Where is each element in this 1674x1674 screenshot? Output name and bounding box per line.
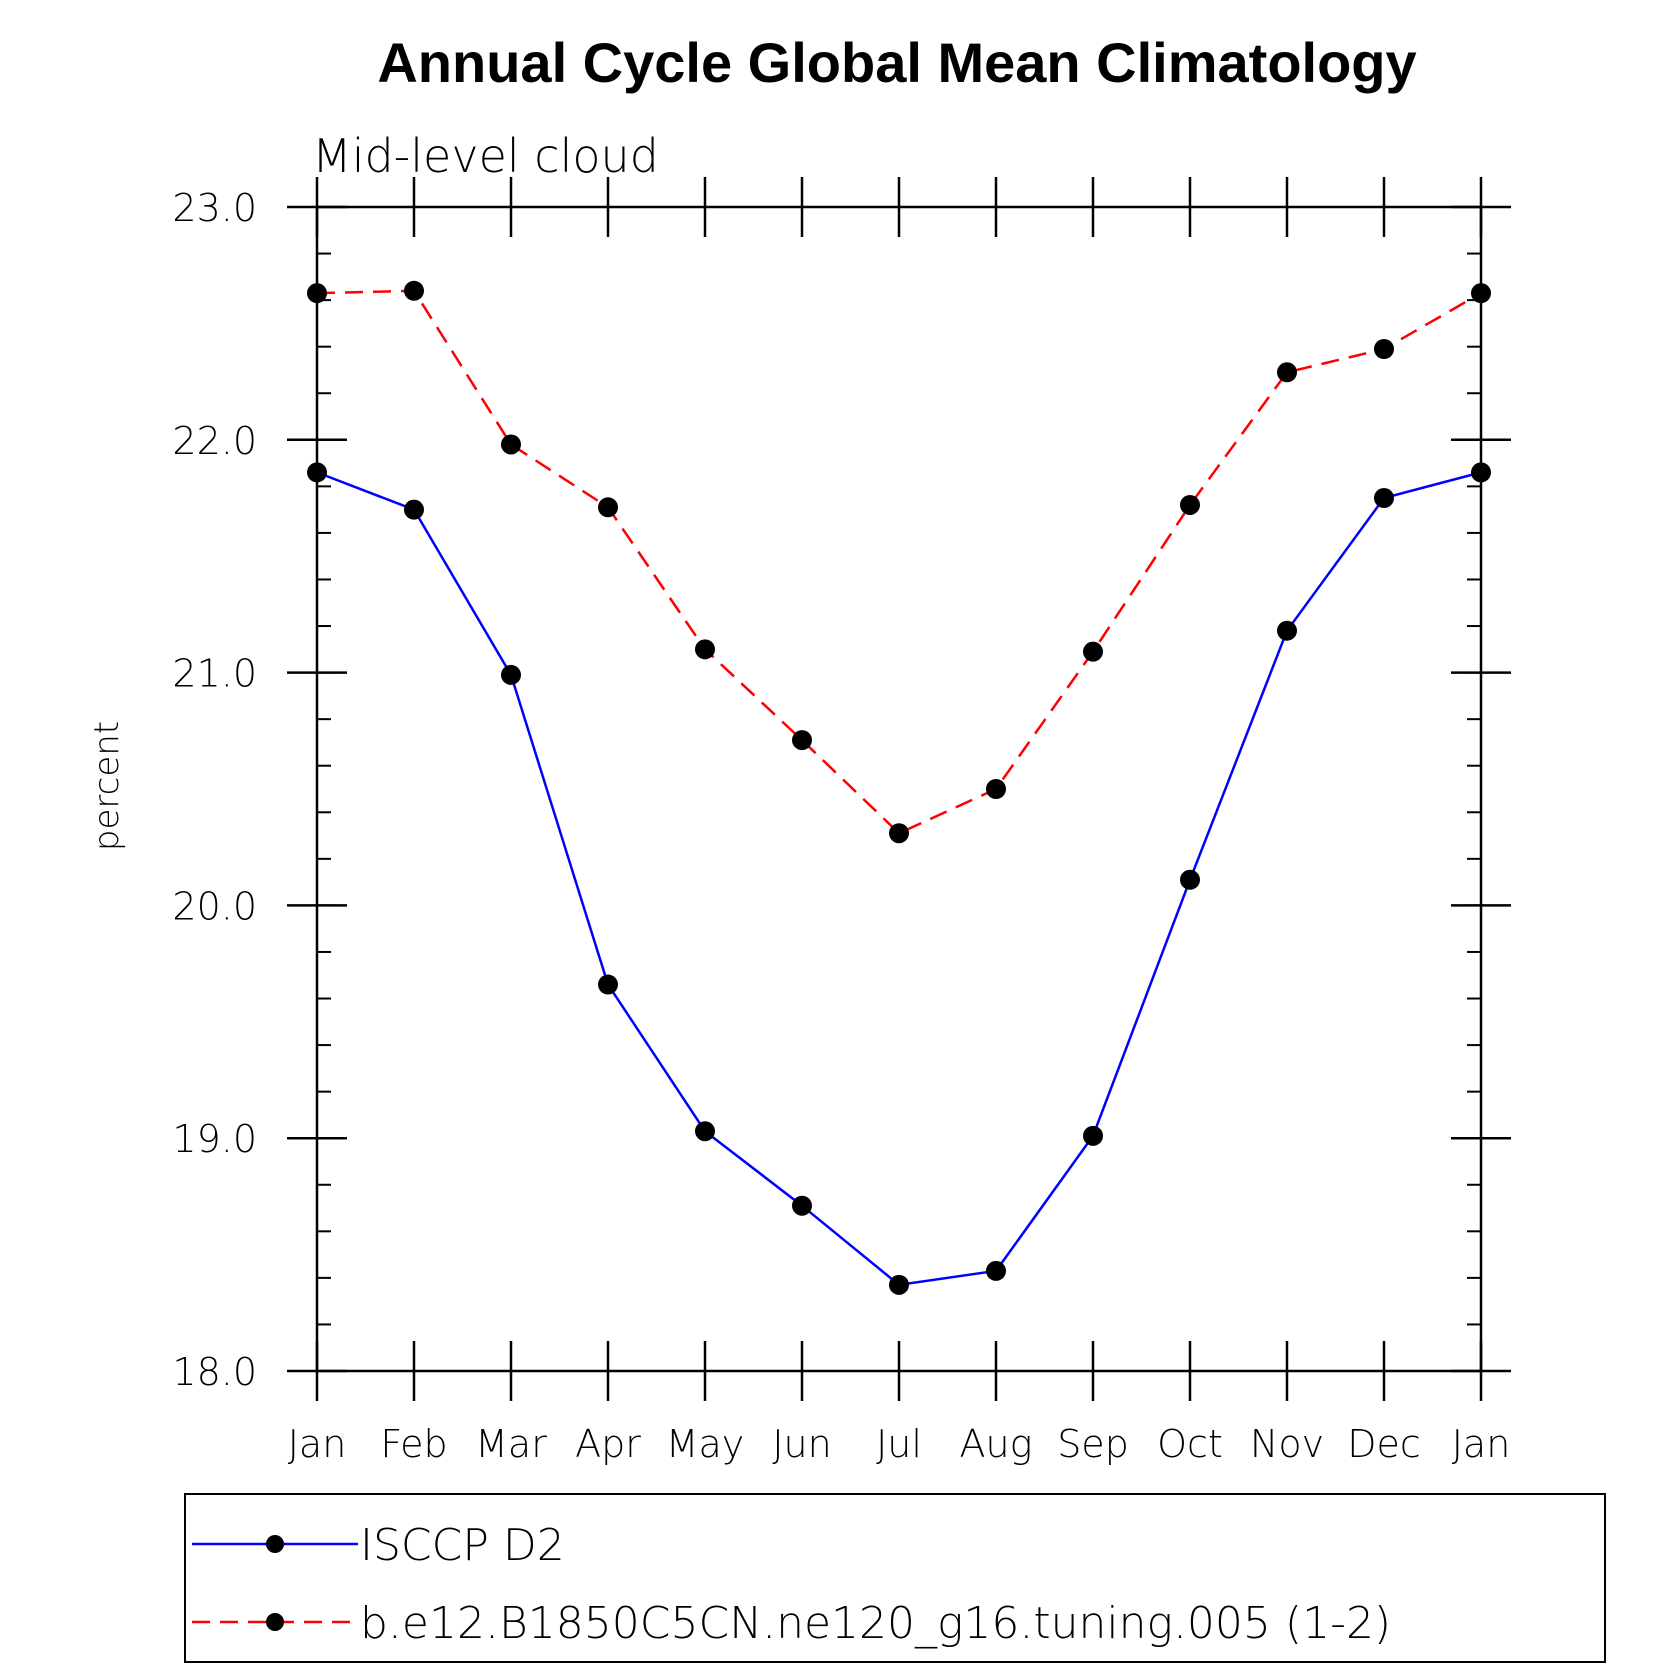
legend-label-model: b.e12.B1850C5CN.ne120_g16.tuning.005 (1-…	[360, 1598, 1391, 1649]
data-point	[1374, 339, 1394, 360]
series-line	[316, 289, 1482, 835]
data-point	[404, 499, 424, 520]
x-tick-label: Dec	[1347, 1422, 1421, 1466]
x-tick-label: Aug	[960, 1422, 1033, 1466]
series-line	[316, 471, 1482, 1287]
data-point	[792, 1195, 812, 1216]
data-point	[1180, 869, 1200, 890]
y-axis-label: percent	[87, 721, 127, 851]
data-point	[1277, 362, 1297, 383]
data-point	[986, 1260, 1006, 1281]
legend-marker-isccp-d2	[266, 1535, 284, 1553]
x-tick-label: Sep	[1057, 1422, 1129, 1466]
x-tick-label: Jul	[876, 1422, 922, 1466]
data-point	[1471, 462, 1491, 483]
y-tick-label: 20.0	[172, 884, 257, 928]
data-point	[986, 779, 1006, 799]
data-point	[695, 1121, 715, 1142]
data-point	[598, 974, 618, 995]
chart-subtitle: Mid-level cloud	[312, 129, 659, 183]
data-point	[404, 280, 424, 301]
y-tick-label: 21.0	[172, 652, 257, 696]
data-point	[1277, 620, 1297, 641]
x-tick-label: Apr	[575, 1422, 641, 1466]
data-point	[1374, 488, 1394, 508]
series-0	[307, 462, 1491, 1295]
plot-frame	[315, 205, 1483, 1373]
data-point	[501, 434, 521, 455]
data-point	[1180, 494, 1200, 515]
legend: ISCCP D2 b.e12.B1850C5CN.ne120_g16.tunin…	[184, 1493, 1606, 1663]
data-point	[307, 283, 327, 304]
data-point	[1471, 283, 1491, 304]
chart-title: Annual Cycle Global Mean Climatology	[377, 31, 1416, 94]
x-tick-label: May	[666, 1422, 745, 1466]
x-tick-label: Nov	[1250, 1422, 1324, 1466]
x-tick-label: Feb	[380, 1422, 447, 1466]
legend-label-isccp-d2: ISCCP D2	[360, 1520, 565, 1571]
y-tick-label: 18.0	[172, 1350, 257, 1394]
data-point	[792, 730, 812, 751]
y-tick-label: 19.0	[172, 1117, 257, 1161]
x-tick-label: Jan	[288, 1422, 347, 1466]
x-tick-label: Oct	[1157, 1422, 1223, 1466]
legend-box	[184, 1493, 1606, 1663]
legend-marker-model	[266, 1613, 284, 1631]
data-point	[1083, 641, 1103, 662]
data-point	[501, 664, 521, 685]
axes: 18.0 19.0 20.0 21.0 22.0 23.0 Jan Feb Mar Apr May J…	[172, 177, 1511, 1466]
data-point	[695, 639, 715, 660]
data-point	[889, 823, 909, 844]
data-point	[1083, 1125, 1103, 1146]
series-1	[307, 280, 1491, 844]
data-point	[598, 497, 618, 518]
data-point	[889, 1274, 909, 1295]
x-tick-label: Jan	[1452, 1422, 1511, 1466]
x-tick-label: Mar	[475, 1422, 547, 1466]
series-layer	[307, 280, 1491, 1295]
data-point	[307, 462, 327, 483]
y-tick-label: 22.0	[172, 419, 257, 463]
x-tick-label: Jun	[772, 1422, 831, 1466]
y-tick-label: 23.0	[172, 186, 257, 230]
